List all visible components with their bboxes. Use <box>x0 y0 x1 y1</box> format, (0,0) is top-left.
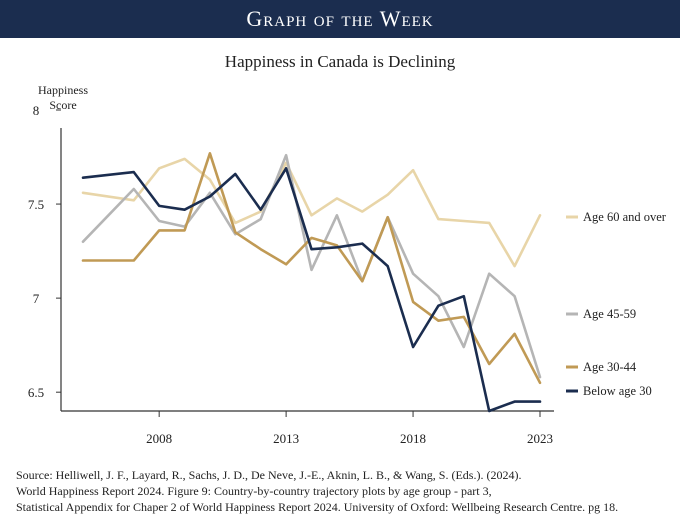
x-tick-label-1: 2013 <box>273 431 299 446</box>
series-line-0 <box>81 157 542 268</box>
graph-of-the-week-banner: Graph of the Week <box>0 0 680 38</box>
series-line-3 <box>81 167 542 413</box>
source-line-2: World Happiness Report 2024. Figure 9: C… <box>16 484 492 498</box>
legend-label-0: Age 60 and over <box>583 210 667 224</box>
y-tick-label-1: 7 <box>33 291 40 306</box>
source-line-1: Source: Helliwell, J. F., Layard, R., Sa… <box>16 468 522 482</box>
y-tick-label-2: 7.5 <box>28 197 44 212</box>
series-line-1 <box>81 153 542 379</box>
legend-label-1: Age 45-59 <box>583 307 636 321</box>
y-tick-label-3: 8 <box>33 103 40 118</box>
chart-title: Happiness in Canada is Declining <box>224 52 456 71</box>
source-citation: Source: Helliwell, J. F., Layard, R., Sa… <box>16 467 666 515</box>
y-tick-label-0: 6.5 <box>28 385 44 400</box>
y-axis-label-line-2: Score <box>49 98 76 112</box>
legend-label-2: Age 30-44 <box>583 360 637 374</box>
x-tick-label-2: 2018 <box>400 431 426 446</box>
x-tick-label-3: 2023 <box>527 431 553 446</box>
legend-label-3: Below age 30 <box>583 384 652 398</box>
banner-title: Graph of the Week <box>246 6 434 31</box>
x-tick-label-0: 2008 <box>146 431 172 446</box>
series-line-2 <box>81 152 542 385</box>
y-axis-label-line-1: Happiness <box>38 83 88 97</box>
source-line-3: Statistical Appendix for Chaper 2 of Wor… <box>16 500 619 514</box>
